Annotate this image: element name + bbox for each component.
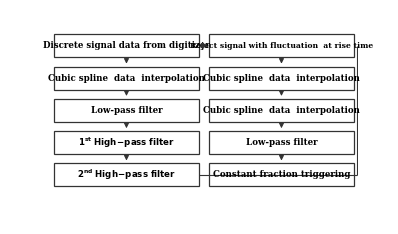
Bar (209, 34, 353, 57)
Text: Low-pass filter: Low-pass filter (246, 138, 317, 147)
Bar (55, 66, 199, 90)
Bar (55, 34, 199, 57)
Text: Reject signal with fluctuation  at rise time: Reject signal with fluctuation at rise t… (190, 42, 373, 50)
Text: Cubic spline  data  interpolation: Cubic spline data interpolation (203, 73, 360, 83)
Bar (55, 163, 199, 186)
Text: $\mathbf{1^{st}}$ $\mathbf{High\!-\!pass\ filter}$: $\mathbf{1^{st}}$ $\mathbf{High\!-\!pass… (78, 135, 175, 150)
Bar (209, 163, 353, 186)
Bar (55, 131, 199, 154)
Text: Low-pass filter: Low-pass filter (91, 106, 162, 115)
Bar (209, 66, 353, 90)
Bar (209, 99, 353, 122)
Text: Cubic spline  data  interpolation: Cubic spline data interpolation (48, 73, 205, 83)
Text: Discrete signal data from digitizer: Discrete signal data from digitizer (43, 41, 210, 50)
Text: Constant fraction triggering: Constant fraction triggering (213, 170, 350, 179)
Bar (55, 99, 199, 122)
Text: $\mathbf{2^{nd}}$ $\mathbf{High\!-\!pass\ filter}$: $\mathbf{2^{nd}}$ $\mathbf{High\!-\!pass… (77, 168, 176, 182)
Text: Cubic spline  data  interpolation: Cubic spline data interpolation (203, 106, 360, 115)
Bar (209, 131, 353, 154)
